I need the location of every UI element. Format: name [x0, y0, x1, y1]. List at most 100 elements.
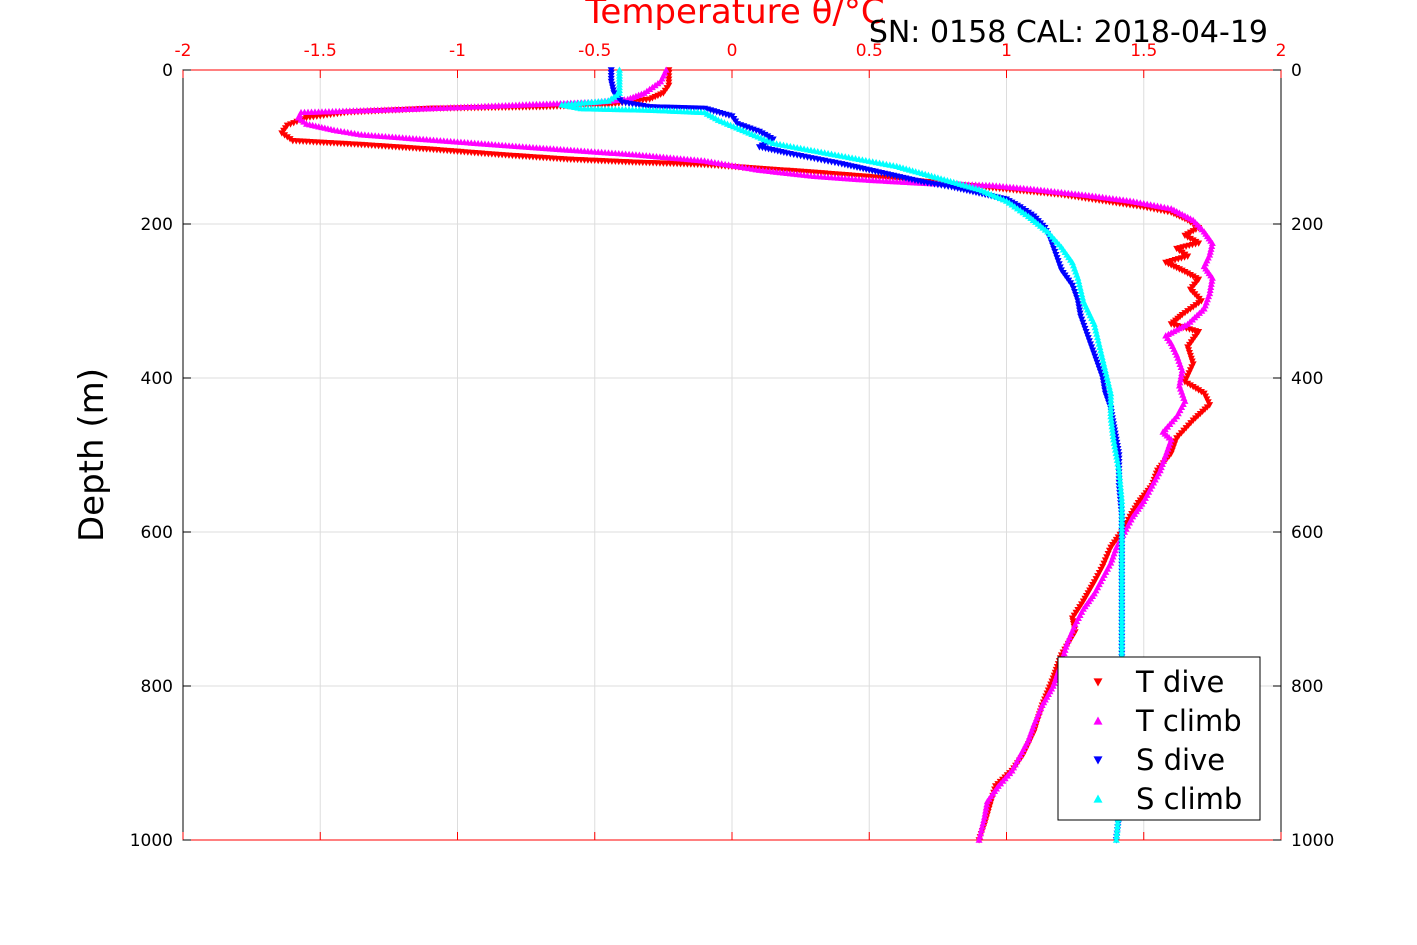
x-tick-label: -1.5	[304, 41, 337, 61]
y-tick-label-right: 0	[1291, 61, 1302, 81]
data-point	[1184, 380, 1192, 387]
legend: T dive T climb S dive S climb	[1057, 656, 1261, 821]
x-tick-label: -0.5	[578, 41, 611, 61]
legend-marker	[1093, 756, 1103, 765]
y-tick-label-left: 200	[141, 215, 173, 235]
data-point	[1076, 284, 1084, 291]
data-point	[1037, 704, 1045, 712]
data-point	[1118, 535, 1126, 542]
data-point	[1109, 429, 1117, 436]
data-point	[1063, 640, 1071, 647]
data-point	[1118, 514, 1126, 522]
data-point	[1118, 518, 1126, 525]
legend-label: S climb	[1136, 782, 1242, 816]
data-point	[1034, 711, 1042, 718]
y-tick-label-left: 800	[141, 677, 173, 697]
legend-box	[1057, 656, 1261, 821]
x-tick-label: 1	[1001, 41, 1012, 61]
data-point	[975, 836, 983, 843]
data-point	[1118, 614, 1126, 621]
data-point	[1115, 466, 1123, 474]
y-tick-label-right: 1000	[1291, 831, 1334, 851]
data-point	[1108, 426, 1116, 433]
data-point	[1107, 403, 1115, 410]
data-point	[977, 829, 985, 837]
data-point	[1110, 436, 1118, 443]
data-point	[1118, 620, 1126, 628]
data-point	[1189, 384, 1197, 391]
data-point	[1118, 545, 1126, 552]
data-point	[1117, 487, 1125, 494]
y-tick-label-right: 200	[1291, 215, 1323, 235]
data-point	[1079, 297, 1087, 304]
data-point	[1118, 569, 1126, 576]
data-point	[1118, 583, 1126, 590]
x-tick-label: 1.5	[1130, 41, 1157, 61]
data-point	[1107, 544, 1115, 551]
data-point	[1107, 416, 1115, 423]
data-point	[1116, 480, 1124, 487]
data-point	[1118, 627, 1126, 635]
legend-marker	[1093, 794, 1103, 803]
data-point	[1118, 600, 1126, 607]
data-point	[1118, 525, 1126, 532]
series-s-climb	[558, 66, 1126, 843]
data-point	[1118, 617, 1126, 624]
data-point	[1118, 562, 1126, 570]
legend-label: T climb	[1135, 704, 1242, 738]
data-point	[1118, 644, 1126, 652]
data-point	[1112, 836, 1120, 843]
data-point	[1035, 708, 1043, 715]
data-point	[1116, 477, 1124, 484]
data-point	[1092, 327, 1100, 334]
x-tick-label: 2	[1276, 41, 1287, 61]
data-point	[1103, 554, 1111, 561]
data-point	[1197, 388, 1205, 396]
data-point	[1118, 552, 1126, 559]
data-point	[1118, 531, 1126, 539]
data-point	[1192, 385, 1200, 392]
data-point	[1111, 442, 1119, 450]
data-point	[1091, 323, 1099, 331]
x-tick-label: 0.5	[856, 41, 883, 61]
data-point	[1118, 555, 1126, 563]
data-point	[1099, 356, 1107, 364]
data-point	[1079, 294, 1087, 301]
data-point	[1062, 643, 1070, 650]
data-point	[1078, 290, 1086, 298]
data-point	[1107, 393, 1115, 400]
data-point	[1118, 507, 1126, 515]
data-point	[1098, 353, 1106, 360]
data-point	[1075, 281, 1083, 288]
data-point	[1118, 528, 1126, 535]
data-point	[976, 833, 984, 840]
data-point	[1118, 559, 1126, 566]
x-tick-label: -1	[449, 41, 466, 61]
data-point	[1070, 624, 1078, 631]
data-point	[1118, 603, 1126, 611]
data-point	[1118, 521, 1126, 528]
data-point	[1115, 470, 1123, 477]
legend-marker	[1093, 678, 1103, 687]
data-point	[978, 823, 986, 830]
data-point	[1117, 490, 1125, 498]
data-point	[1101, 557, 1109, 564]
data-point	[979, 820, 987, 827]
data-point	[1067, 630, 1075, 637]
data-point	[1118, 566, 1126, 573]
data-point	[1077, 287, 1085, 294]
legend-marker	[1093, 716, 1103, 725]
data-point	[1118, 538, 1126, 546]
legend-label: T dive	[1135, 665, 1224, 699]
data-point	[1113, 456, 1121, 463]
data-point	[1114, 463, 1122, 470]
data-point	[1195, 387, 1203, 394]
y-tick-label-left: 400	[141, 369, 173, 389]
data-point	[1107, 409, 1115, 416]
data-point	[1103, 373, 1111, 380]
data-markers	[278, 66, 1216, 844]
y-tick-label-right: 400	[1291, 369, 1323, 389]
data-point	[1117, 494, 1125, 501]
y-tick-label-left: 600	[141, 523, 173, 543]
